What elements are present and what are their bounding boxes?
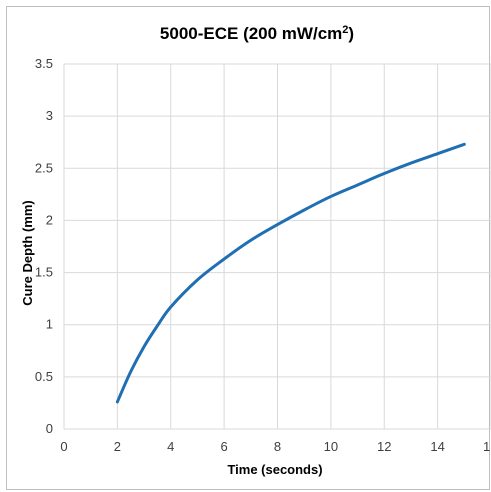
gridlines bbox=[64, 63, 491, 430]
x-tick-label: 4 bbox=[167, 439, 174, 454]
x-tick-label: 10 bbox=[324, 439, 338, 454]
tick-labels: 0 0.5 1 1.5 2 2.5 3 3.5 0 2 4 6 8 10 12 14 1( bbox=[35, 56, 491, 454]
x-tick-label: 8 bbox=[274, 439, 281, 454]
axes bbox=[63, 64, 491, 430]
x-axis-title: Time (seconds) bbox=[227, 462, 322, 477]
x-tick-label: 0 bbox=[60, 439, 67, 454]
chart-title: 5000-ECE (200 mW/cm2) bbox=[160, 24, 354, 43]
y-tick-label: 2.5 bbox=[35, 160, 53, 175]
x-tick-label: 2 bbox=[114, 439, 121, 454]
chart-title-main: 5000-ECE (200 mW/cm bbox=[160, 24, 342, 43]
x-tick-label: 6 bbox=[221, 439, 228, 454]
x-tick-label: 12 bbox=[377, 439, 391, 454]
x-tick-label-edge: 1( bbox=[483, 439, 491, 454]
y-tick-label: 3 bbox=[46, 108, 53, 123]
series-layer bbox=[115, 142, 466, 404]
y-tick-label: 2 bbox=[46, 212, 53, 227]
chart-title-suffix: ) bbox=[348, 24, 354, 43]
y-axis-title: Cure Depth (mm) bbox=[20, 200, 35, 305]
chart-frame: 5000-ECE (200 mW/cm2) 0 0.5 1 1.5 2 2.5 3 3.5 0 2… bbox=[6, 6, 491, 490]
x-tick-label: 14 bbox=[430, 439, 444, 454]
cure-depth-series-line bbox=[115, 142, 466, 404]
y-tick-label: 1.5 bbox=[35, 265, 53, 280]
y-tick-label: 1 bbox=[46, 317, 53, 332]
chart-title-superscript: 2 bbox=[342, 24, 348, 36]
chart-canvas: 5000-ECE (200 mW/cm2) 00.511.522.533.50 2… bbox=[20, 24, 491, 477]
y-tick-label: 3.5 bbox=[35, 56, 53, 71]
y-tick-label: 0.5 bbox=[35, 369, 53, 384]
y-tick-label: 0 bbox=[46, 421, 53, 436]
